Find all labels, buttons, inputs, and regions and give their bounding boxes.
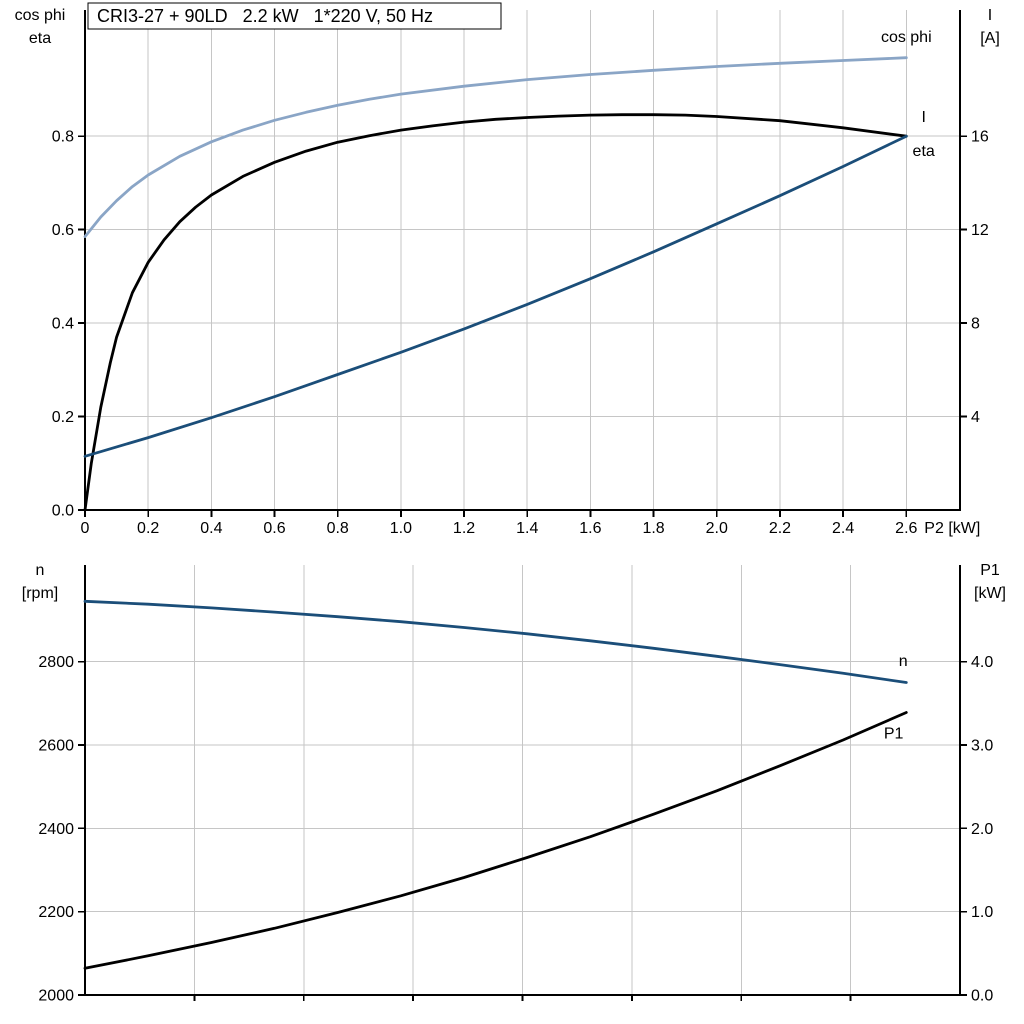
motor-curves-chart: 0 0.2 0.4 0.6 0.8 1.0 1.2 1.4 1.6 1.8 2.0 2.2 2.4 2.6…: [15, 2, 1000, 537]
series-i: [83, 134, 908, 458]
x-tick-label: 0.6: [263, 520, 285, 537]
chart-title: CRI3-27 + 90LD 2.2 kW 1*220 V, 50 Hz: [97, 6, 433, 26]
x-tick-label: 1.8: [642, 520, 664, 537]
y-tick-label-right: 4.0: [971, 654, 993, 671]
x-tick-label: 1.2: [453, 520, 475, 537]
y-tick-label-right: 3.0: [971, 738, 993, 755]
y-axis-title-right: [A]: [980, 30, 1000, 47]
x-tick-label: 2.6: [895, 520, 917, 537]
y-tick-label-left: 0.4: [52, 316, 74, 333]
y-axis-title-left: cos phi: [15, 7, 66, 24]
y-tick-label-left: 0.0: [52, 503, 74, 520]
y-tick-label-right: 2.0: [971, 821, 993, 838]
series-eta: [83, 113, 908, 512]
y-tick-label-left: 0.2: [52, 409, 74, 426]
speed-power-chart: 2000 2200 2400 2600 2800 0.0 1.0 2.0 3.0 4.0 n [rpm…: [22, 562, 1006, 1005]
y-axis-title-left: n: [36, 562, 45, 579]
y-tick-label-right: 8: [971, 316, 980, 333]
series-label-n: n: [899, 653, 908, 670]
x-axis-unit-label: P2 [kW]: [924, 520, 980, 537]
series-label-i: I: [921, 109, 925, 126]
x-tick-label: 2.0: [706, 520, 728, 537]
y-tick-label-right: 16: [971, 129, 989, 146]
y-tick-label-left: 0.8: [52, 129, 74, 146]
y-tick-label-right: 0.0: [971, 988, 993, 1005]
series-label-cos-phi: cos phi: [881, 29, 932, 46]
y-axis-title-right: [kW]: [974, 585, 1006, 602]
x-tick-label: 1.6: [579, 520, 601, 537]
y-tick-label-right: 4: [971, 409, 980, 426]
y-tick-label-right: 1.0: [971, 904, 993, 921]
y-tick-label-left: 2200: [38, 904, 74, 921]
x-tick-label: 1.4: [516, 520, 538, 537]
chart-title-box: [87, 2, 502, 30]
series-label-p1: P1: [884, 725, 904, 742]
y-tick-label-left: 2000: [38, 988, 74, 1005]
x-tick-label: 1.0: [390, 520, 412, 537]
y-axis-title-left: [rpm]: [22, 585, 58, 602]
x-tick-label: 0: [81, 520, 90, 537]
series-n: [83, 599, 908, 684]
y-tick-label-left: 2400: [38, 821, 74, 838]
x-tick-label: 0.4: [200, 520, 222, 537]
y-tick-label-left: 2600: [38, 738, 74, 755]
y-axis-title-right: I: [988, 7, 992, 24]
x-tick-label: 0.2: [137, 520, 159, 537]
y-tick-label-left: 0.6: [52, 222, 74, 239]
x-tick-label: 2.4: [832, 520, 854, 537]
y-tick-label-left: 2800: [38, 654, 74, 671]
x-tick-label: 0.8: [327, 520, 349, 537]
y-tick-label-right: 12: [971, 222, 989, 239]
y-axis-title-right: P1: [980, 562, 1000, 579]
series-p1: [83, 711, 908, 970]
y-axis-title-left: eta: [29, 30, 51, 47]
series-label-eta: eta: [913, 143, 935, 160]
x-tick-label: 2.2: [769, 520, 791, 537]
series-cos-phi: [83, 56, 908, 239]
